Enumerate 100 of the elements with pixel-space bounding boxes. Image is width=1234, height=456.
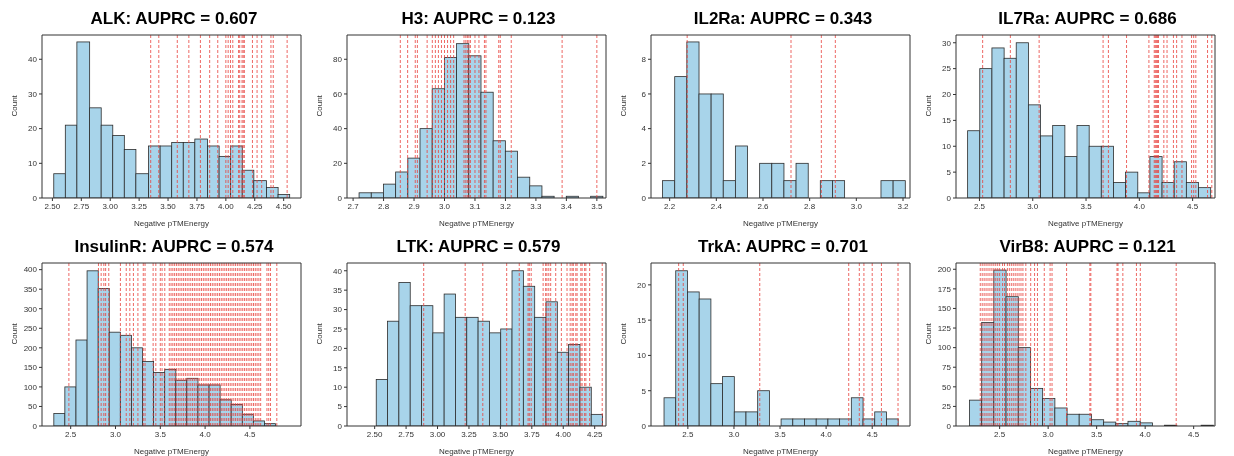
x-tick-label: 3.0 — [109, 429, 122, 439]
x-axis-title: Negative pTMEnergy — [742, 447, 819, 456]
x-tick-label: 3.50 — [492, 429, 509, 439]
x-tick-label: 3.0 — [438, 201, 451, 211]
x-axis-title: Negative pTMEnergy — [1047, 219, 1123, 228]
y-tick-label: 300 — [23, 304, 38, 314]
x-axis-title: Negative pTMEnergy — [133, 447, 210, 456]
y-tick-label: 15 — [637, 316, 647, 325]
y-tick-label: 0 — [32, 193, 38, 203]
x-tick-label: 3.5 — [774, 429, 787, 439]
x-tick-label: 4.25 — [586, 429, 603, 439]
y-tick-label: 50 — [28, 402, 38, 412]
x-tick-label: 4.5 — [1187, 429, 1200, 439]
y-tick-label: 400 — [23, 265, 38, 275]
y-tick-label: 20 — [332, 344, 343, 354]
x-tick-label: 4.5 — [1186, 201, 1199, 211]
y-tick-label: 150 — [937, 304, 952, 314]
y-tick-label: 25 — [941, 64, 952, 74]
x-tick-label: 3.2 — [897, 201, 910, 211]
y-tick-label: 100 — [23, 382, 38, 392]
x-tick-label: 2.4 — [710, 201, 723, 211]
x-tick-label: 3.1 — [468, 201, 481, 211]
x-tick-label: 3.5 — [1079, 201, 1092, 211]
y-tick-label: 0 — [337, 193, 343, 203]
y-tick-label: 35 — [332, 286, 343, 296]
y-axis-title: Count — [923, 94, 933, 117]
y-axis-title: Count — [314, 94, 324, 117]
y-tick-label: 0 — [337, 421, 343, 431]
chart-title: ALK: AUPRC = 0.607 — [89, 8, 258, 30]
chart-title: H3: AUPRC = 0.123 — [400, 8, 556, 30]
y-tick-label: 200 — [23, 343, 38, 353]
x-tick-label: 3.50 — [160, 201, 177, 211]
y-tick-label: 5 — [946, 167, 952, 177]
y-tick-label: 80 — [332, 55, 343, 65]
y-tick-label: 75 — [941, 363, 952, 373]
chart-title: TrkA: AUPRC = 0.701 — [697, 236, 868, 258]
y-tick-label: 20 — [332, 159, 343, 169]
y-tick-label: 4 — [641, 124, 647, 134]
y-tick-label: 25 — [332, 324, 343, 334]
x-axis-title: Negative pTMEnergy — [438, 219, 514, 228]
x-tick-label: 2.9 — [407, 201, 420, 211]
y-tick-label: 100 — [937, 343, 952, 353]
chart-title: InsulinR: AUPRC = 0.574 — [73, 236, 274, 258]
chart-title: LTK: AUPRC = 0.579 — [395, 236, 561, 258]
y-tick-label: 350 — [23, 285, 38, 295]
y-tick-label: 40 — [28, 55, 38, 65]
y-axis-title: Count — [923, 322, 933, 345]
x-tick-label: 2.8 — [804, 201, 816, 211]
x-tick-label: 3.4 — [560, 201, 572, 211]
y-axis-title: Count — [9, 94, 19, 117]
y-tick-label: 15 — [332, 363, 343, 373]
x-tick-label: 2.75 — [397, 429, 414, 439]
x-tick-label: 4.00 — [218, 201, 235, 211]
y-tick-label: 2 — [641, 159, 647, 169]
y-tick-label: 150 — [23, 363, 38, 373]
x-tick-label: 3.3 — [529, 201, 542, 211]
x-tick-label: 3.75 — [523, 429, 540, 439]
x-axis-title: Negative pTMEnergy — [742, 219, 819, 228]
y-tick-label: 40 — [332, 124, 343, 134]
x-tick-label: 4.50 — [275, 201, 292, 211]
y-tick-label: 40 — [332, 266, 343, 276]
x-tick-label: 2.75 — [73, 201, 90, 211]
x-tick-label: 3.00 — [429, 429, 446, 439]
y-tick-label: 20 — [941, 90, 952, 100]
y-axis-title: Count — [618, 322, 628, 345]
y-axis-title: Count — [9, 322, 19, 345]
y-tick-label: 10 — [941, 142, 952, 152]
y-tick-label: 10 — [332, 383, 343, 393]
y-tick-label: 0 — [946, 193, 952, 203]
x-axis-title: Negative pTMEnergy — [1047, 447, 1123, 456]
y-tick-label: 200 — [937, 265, 952, 275]
y-tick-label: 30 — [28, 89, 38, 99]
x-tick-label: 2.8 — [377, 201, 390, 211]
x-tick-label: 2.5 — [973, 201, 986, 211]
y-tick-label: 5 — [641, 386, 647, 396]
chart-title: IL7Ra: AUPRC = 0.686 — [997, 8, 1177, 30]
x-tick-label: 3.25 — [460, 429, 477, 439]
y-tick-label: 30 — [941, 38, 952, 48]
chart-title: IL2Ra: AUPRC = 0.343 — [692, 8, 873, 30]
y-tick-label: 125 — [937, 323, 952, 333]
x-tick-label: 4.5 — [866, 429, 879, 439]
y-axis-title: Count — [314, 322, 324, 345]
x-tick-label: 3.25 — [131, 201, 148, 211]
y-tick-label: 60 — [332, 89, 343, 99]
x-tick-label: 3.2 — [499, 201, 512, 211]
y-tick-label: 5 — [337, 402, 343, 412]
x-tick-label: 2.50 — [44, 201, 61, 211]
x-tick-label: 4.0 — [199, 429, 212, 439]
x-tick-label: 2.5 — [682, 429, 694, 439]
y-tick-label: 250 — [23, 324, 38, 334]
y-tick-label: 175 — [937, 284, 952, 294]
x-tick-label: 4.0 — [1133, 201, 1145, 211]
x-tick-label: 3.0 — [1026, 201, 1039, 211]
x-tick-label: 3.0 — [850, 201, 863, 211]
x-tick-label: 3.5 — [154, 429, 167, 439]
x-tick-label: 4.5 — [244, 429, 257, 439]
y-tick-label: 0 — [641, 421, 647, 431]
x-tick-label: 3.75 — [189, 201, 206, 211]
x-tick-label: 2.7 — [347, 201, 359, 211]
x-tick-label: 3.0 — [1042, 429, 1054, 439]
